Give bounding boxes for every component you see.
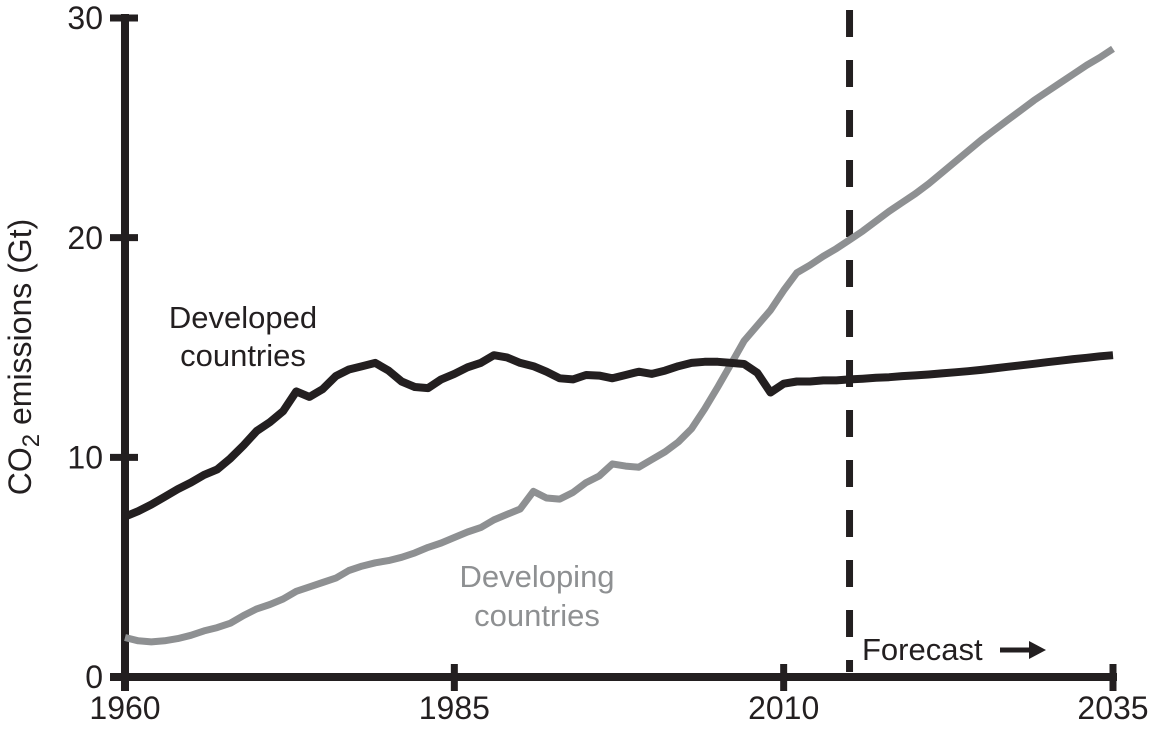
x-tick-label: 1960 [89, 690, 160, 726]
forecast-label: Forecast [862, 634, 1047, 665]
developing-countries-label: Developing countries [459, 557, 614, 635]
developing-label-line2: countries [474, 598, 600, 633]
developing-label-line1: Developing [459, 559, 615, 594]
developed-series-line [123, 351, 1114, 521]
developed-label-line1: Developed [168, 300, 318, 335]
x-tick-label: 2035 [1077, 690, 1148, 726]
x-tick-label: 2010 [748, 690, 819, 726]
x-tick-label: 1985 [419, 690, 490, 726]
y-axis-title: CO2 emissions (Gt) [2, 219, 45, 496]
y-tick-label: 20 [67, 220, 103, 256]
developing-series-line [124, 45, 1115, 646]
y-tick-label: 10 [67, 440, 103, 476]
y-tick-label: 30 [67, 0, 103, 36]
developed-label-line2: countries [180, 338, 306, 373]
forecast-arrow-icon [999, 640, 1046, 659]
y-tick-label: 0 [85, 659, 103, 695]
forecast-label-text: Forecast [862, 632, 983, 667]
developed-countries-label: Developed countries [169, 299, 317, 375]
